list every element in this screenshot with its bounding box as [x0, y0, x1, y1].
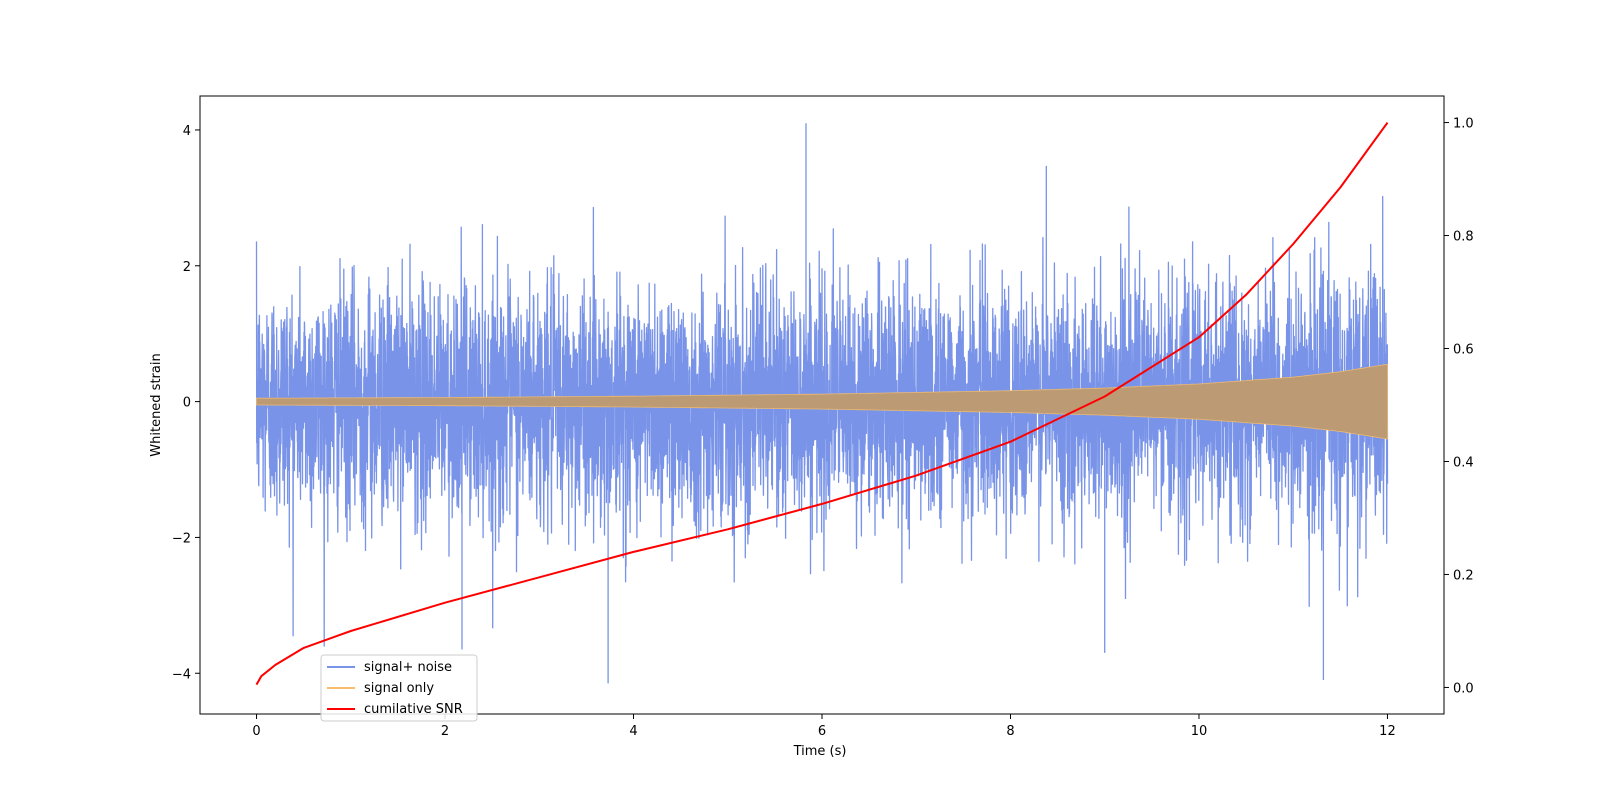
x-tick-label: 8	[1006, 724, 1014, 739]
y-right-tick-label: 1.0	[1453, 117, 1474, 132]
x-tick-label: 6	[818, 724, 826, 739]
series-cumulative-snr-line	[255, 122, 1389, 686]
y-left-tick-label: −2	[172, 531, 191, 546]
legend-box	[320, 654, 478, 722]
y-right-tick-label: 0.4	[1453, 455, 1474, 470]
x-tick-label: 12	[1379, 724, 1396, 739]
legend-label-signal-noise: signal+ noise	[364, 660, 452, 675]
y-axis-left: −4 −2 0 2 4	[172, 124, 200, 682]
x-tick-label: 4	[629, 724, 637, 739]
x-tick-label: 2	[441, 724, 449, 739]
x-axis-label: Time (s)	[793, 744, 847, 759]
series-signal-only-band	[256, 363, 1388, 440]
y-left-tick-label: 0	[183, 396, 191, 411]
legend: signal+ noise signal only cumilative SNR	[320, 654, 478, 722]
y-right-tick-label: 0.2	[1453, 568, 1474, 583]
y-axis-right: 0.0 0.2 0.4 0.6 0.8 1.0	[1444, 117, 1474, 696]
y-left-tick-label: −4	[172, 667, 191, 682]
legend-label-cumulative-snr: cumilative SNR	[364, 702, 463, 717]
x-tick-label: 0	[252, 724, 260, 739]
series-signal-noise-line	[255, 123, 1389, 684]
y-right-tick-label: 0.6	[1453, 343, 1474, 358]
y-axis-left-label: Whitened strain	[149, 353, 164, 456]
x-tick-label: 10	[1191, 724, 1208, 739]
plot-area	[255, 122, 1389, 686]
legend-label-signal-only: signal only	[364, 681, 434, 696]
y-left-tick-label: 4	[183, 124, 191, 139]
y-left-tick-label: 2	[183, 260, 191, 275]
y-right-tick-label: 0.8	[1453, 230, 1474, 245]
y-right-tick-label: 0.0	[1453, 681, 1474, 696]
